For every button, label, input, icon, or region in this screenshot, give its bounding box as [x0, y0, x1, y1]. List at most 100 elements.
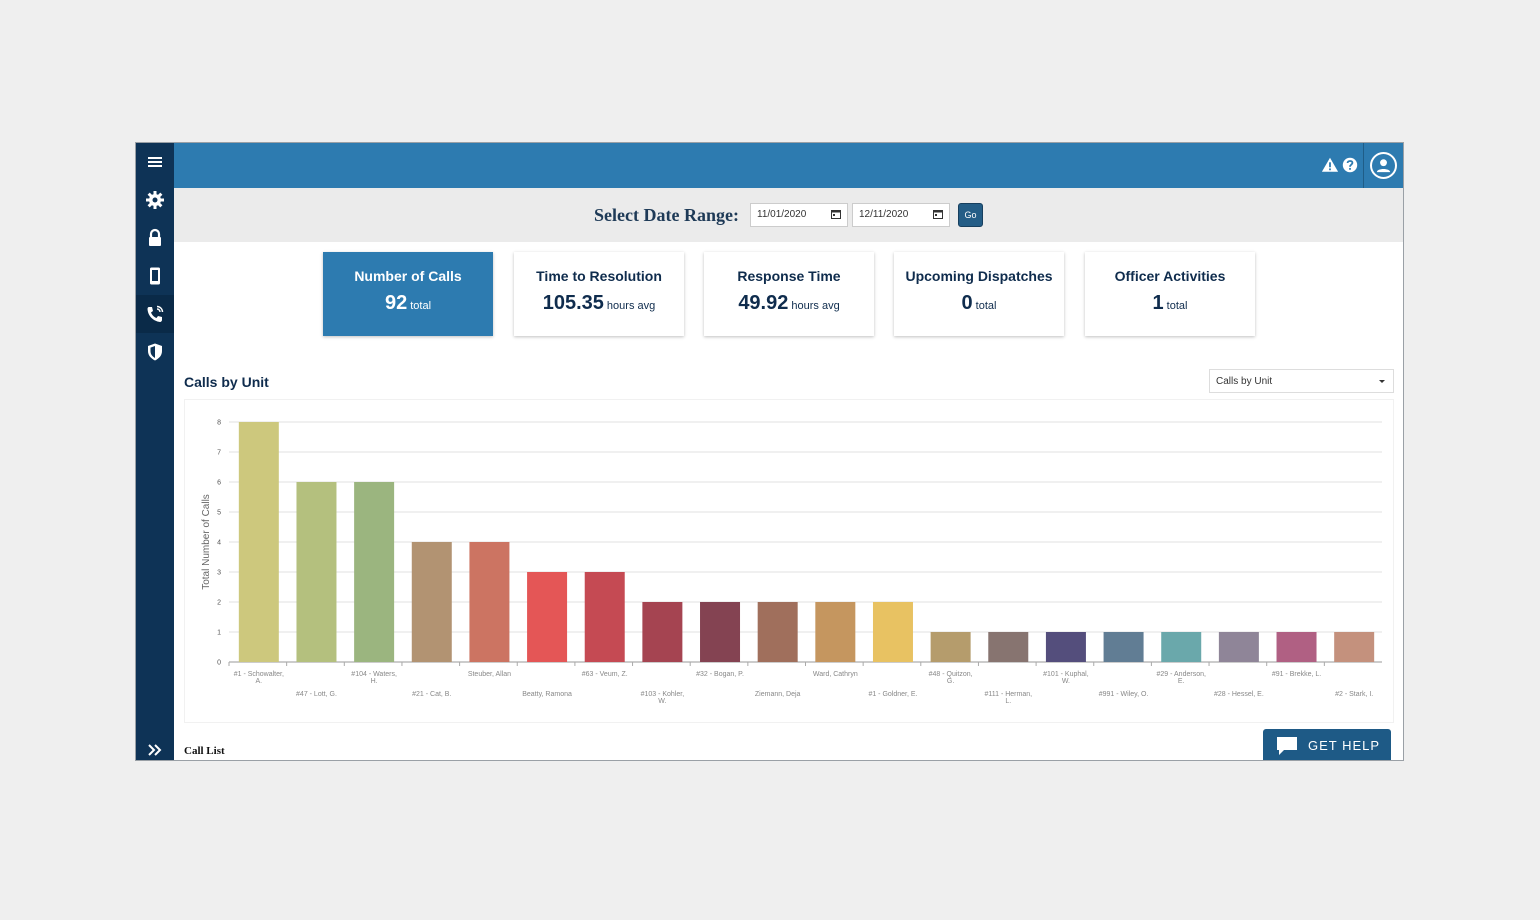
call-list-label: Call List [184, 745, 225, 757]
bar [1334, 632, 1375, 662]
y-tick-label: 5 [217, 510, 221, 517]
warning-icon[interactable] [1321, 156, 1339, 174]
card-title: Upcoming Dispatches [905, 268, 1053, 284]
card-value: 105.35 [542, 292, 604, 314]
top-bar [174, 143, 1403, 188]
y-axis-label: Total Number of Calls [201, 494, 212, 590]
menu-icon [148, 157, 162, 167]
x-tick-label: #48 - Quitzon, G. [929, 671, 973, 685]
x-tick-label: #2 - Stark, I. [1335, 691, 1373, 698]
calendar-icon[interactable] [933, 209, 943, 219]
user-avatar-icon [1376, 159, 1391, 173]
bar [872, 602, 913, 662]
x-tick-label: #104 - Waters, H. [351, 671, 397, 685]
y-tick-label: 7 [217, 450, 221, 457]
menu-button[interactable] [136, 143, 174, 181]
x-tick-label: Ziemann, Deja [755, 691, 801, 698]
y-tick-label: 0 [217, 660, 221, 667]
calls-button[interactable] [136, 295, 174, 333]
card-unit: total [1166, 300, 1188, 312]
start-date-value: 11/01/2020 [757, 209, 807, 220]
card-value: 0 [961, 292, 973, 314]
x-tick-label: #21 - Cat, B. [412, 691, 451, 698]
date-range-bar: Select Date Range: 11/01/2020 12/11/2020… [174, 188, 1403, 242]
x-tick-label: #991 - Wiley, O. [1099, 691, 1149, 698]
bar [1045, 632, 1086, 662]
get-help-button[interactable]: GET HELP [1263, 729, 1391, 760]
chat-icon [1277, 736, 1297, 755]
bar [238, 422, 279, 662]
card-value: 92 [384, 292, 408, 314]
y-tick-label: 4 [217, 540, 221, 547]
card-upcoming-dispatches[interactable]: Upcoming Dispatches 0 total [894, 252, 1064, 336]
bar [354, 482, 395, 662]
help-icon[interactable] [1341, 156, 1359, 174]
chevron-down-icon [1379, 380, 1385, 383]
x-tick-label: #1 - Goldner, E. [868, 691, 917, 698]
user-avatar-button[interactable] [1370, 152, 1397, 179]
card-unit: hours avg [791, 300, 840, 312]
card-title: Response Time [737, 268, 841, 284]
security-button[interactable] [136, 219, 174, 257]
x-tick-label: #29 - Anderson, E. [1157, 671, 1206, 685]
x-tick-label: #103 - Kohler, W. [641, 691, 685, 705]
bar [411, 542, 452, 662]
y-tick-label: 3 [217, 570, 221, 577]
card-value: 49.92 [738, 292, 789, 314]
card-value: 1 [1152, 292, 1164, 314]
top-icons [1321, 156, 1359, 174]
card-response-time[interactable]: Response Time 49.92 hours avg [704, 252, 874, 336]
card-number-of-calls[interactable]: Number of Calls 92 total [323, 252, 493, 336]
card-time-to-resolution[interactable]: Time to Resolution 105.35 hours avg [514, 252, 684, 336]
chart-type-select[interactable]: Calls by Unit [1209, 369, 1394, 393]
settings-button[interactable] [136, 181, 174, 219]
shield-icon [148, 343, 162, 361]
card-title: Number of Calls [354, 268, 462, 284]
x-tick-label: #111 - Herman, L. [984, 691, 1032, 705]
bar [930, 632, 971, 662]
x-tick-label: #63 - Veum, Z. [582, 671, 628, 678]
calendar-icon[interactable] [831, 209, 841, 219]
card-unit: hours avg [606, 300, 656, 312]
card-officer-activities[interactable]: Officer Activities 1 total [1085, 252, 1255, 336]
bar [700, 602, 741, 662]
bar [815, 602, 856, 662]
devices-button[interactable] [136, 257, 174, 295]
chart-container: 0 1 2 3 4 5 6 7 8 Total Number of Calls #1 - Schow… [184, 399, 1394, 723]
x-tick-label: #101 - Kuphal, W. [1043, 671, 1089, 685]
y-tick-label: 6 [217, 480, 221, 487]
expand-sidebar-button[interactable] [136, 733, 174, 760]
end-date-value: 12/11/2020 [859, 209, 909, 220]
bar [1103, 632, 1144, 662]
bar [988, 632, 1029, 662]
bar [469, 542, 510, 662]
start-date-input[interactable]: 11/01/2020 [750, 203, 848, 227]
x-tick-label: #91 - Brekke, L. [1272, 671, 1321, 678]
go-button[interactable]: Go [958, 203, 983, 227]
y-tick-label: 1 [217, 630, 221, 637]
end-date-input[interactable]: 12/11/2020 [852, 203, 950, 227]
shield-button[interactable] [136, 333, 174, 371]
x-tick-label: Ward, Cathryn [813, 671, 858, 678]
x-tick-label: #32 - Bogan, P. [696, 671, 744, 678]
bar [757, 602, 798, 662]
phone-icon [147, 305, 164, 322]
card-title: Time to Resolution [536, 268, 662, 284]
app-window: Select Date Range: 11/01/2020 12/11/2020… [135, 142, 1404, 761]
card-unit: total [975, 300, 997, 312]
get-help-label: GET HELP [1308, 738, 1381, 753]
bar [527, 572, 568, 662]
card-unit: total [410, 300, 432, 312]
double-chevron-right-icon [148, 744, 162, 756]
chart-type-select-value: Calls by Unit [1216, 376, 1273, 387]
y-tick-label: 2 [217, 600, 221, 607]
x-tick-label: Steuber, Allan [468, 671, 511, 678]
bar [1276, 632, 1317, 662]
x-tick-label: Beatty, Ramona [522, 691, 572, 698]
x-tick-label: #1 - Schowalter, A. [234, 671, 284, 685]
bar [1161, 632, 1202, 662]
bar [642, 602, 683, 662]
section-title: Calls by Unit [184, 374, 269, 390]
y-tick-label: 8 [217, 420, 221, 427]
card-title: Officer Activities [1114, 268, 1226, 284]
